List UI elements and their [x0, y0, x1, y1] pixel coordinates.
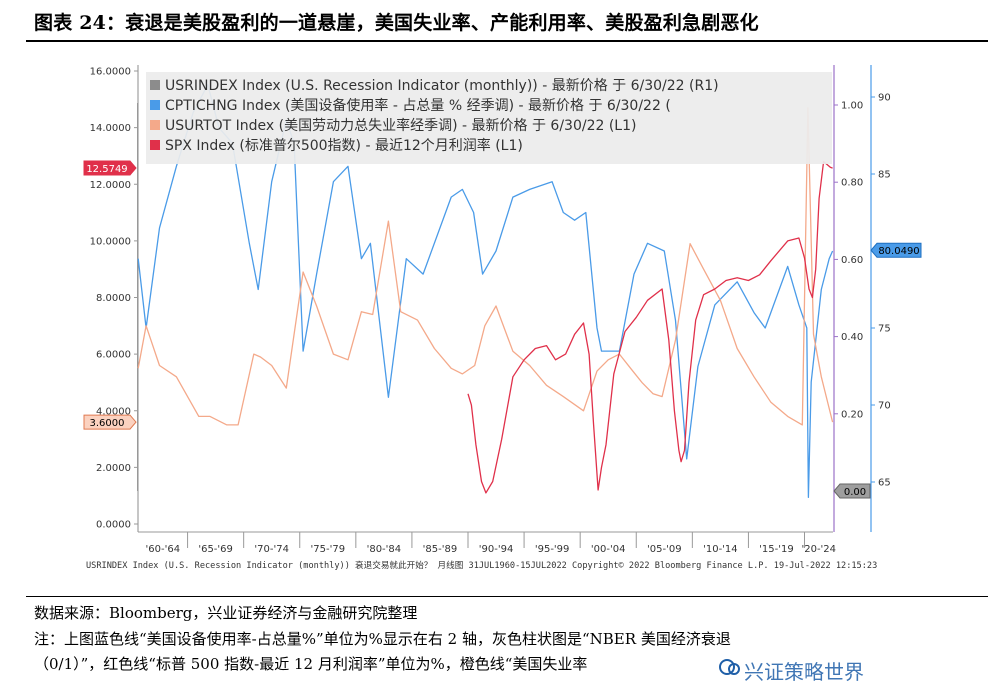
x-tick-label: '60-'64 — [146, 544, 181, 555]
bloomberg-footer: USRINDEX Index (U.S. Recession Indicator… — [86, 559, 877, 571]
profit-series-line — [467, 160, 833, 494]
left-tick-label: 2.0000 — [96, 463, 131, 474]
capacity-value-label: 80.0490 — [878, 246, 919, 257]
left-tick-label: 16.0000 — [90, 67, 131, 78]
note-line-2: （0/1）”，红色线“标普 500 指数-最近 12 月利润率”单位为%，橙色线… — [34, 655, 588, 673]
capacity-series-line — [137, 84, 834, 499]
x-tick-label: '65-'69 — [198, 544, 233, 555]
legend: USRINDEX Index (U.S. Recession Indicator… — [146, 72, 832, 164]
figure-title: 图表 24：衰退是美股盈利的一道悬崖，美国失业率、产能利用率、美股盈利急剧恶化 — [34, 12, 759, 34]
x-tick-label: '85-'89 — [423, 544, 458, 555]
right1-tick-label: 0.40 — [841, 332, 863, 343]
right1-tick-label: 0.20 — [841, 409, 863, 420]
left-tick-label: 8.0000 — [96, 293, 131, 304]
unemployment-series-line — [137, 107, 834, 426]
right2-tick-label: 70 — [878, 401, 891, 412]
note-line-1: 注：上图蓝色线“美国设备使用率-占总量%”单位为%显示在右 2 轴，灰色柱状图是… — [34, 630, 731, 648]
left-tick-label: 6.0000 — [96, 350, 131, 361]
x-tick-label: '70-'74 — [254, 544, 289, 555]
unemployment-legend-label: USURTOT Index (美国劳动力总失业率经季调) - 最新价格 于 6/… — [165, 117, 636, 134]
x-tick-label: '05-'09 — [647, 544, 682, 555]
capacity-badge — [870, 242, 922, 258]
right1-tick-label: 0.80 — [841, 178, 863, 189]
x-tick-label: '90-'94 — [479, 544, 514, 555]
right1-tick-label: 1.00 — [841, 101, 863, 112]
x-tick-label: '95-'99 — [535, 544, 570, 555]
legend-box — [146, 72, 832, 164]
right2-tick-label: 90 — [878, 93, 891, 104]
unemployment-badge — [83, 414, 137, 430]
recession-legend-label: USRINDEX Index (U.S. Recession Indicator… — [165, 78, 719, 94]
x-tick-label: '15-'19 — [759, 544, 794, 555]
left-tick-label: 4.0000 — [96, 406, 131, 417]
watermark: 兴证策略世界 — [744, 660, 864, 684]
recession-value-label: 0.00 — [844, 487, 866, 498]
watermark-icon — [719, 659, 740, 675]
bottom-rule — [26, 596, 988, 597]
right2-tick-label: 85 — [878, 170, 891, 181]
profit-badge — [83, 160, 137, 176]
right2-tick-label: 65 — [878, 478, 891, 489]
unemployment-value-label: 3.6000 — [90, 418, 125, 429]
last-value-labels: 12.5749 3.6000 0.00 80.0490 — [83, 160, 922, 499]
series-lines-layer — [137, 84, 834, 499]
left-tick-label: 14.0000 — [90, 123, 131, 134]
left-tick-label: 12.0000 — [90, 180, 131, 191]
x-tick-label: '75-'79 — [311, 544, 346, 555]
unemployment-legend-swatch — [150, 120, 160, 130]
left-tick-label: 10.0000 — [90, 236, 131, 247]
right2-tick-label: 75 — [878, 324, 891, 335]
left-tick-label: 0.0000 — [96, 520, 131, 531]
x-tick-label: '10-'14 — [703, 544, 738, 555]
x-tick-label: '00-'04 — [591, 544, 626, 555]
recession-badge — [833, 483, 871, 499]
x-tick-label: '80-'84 — [367, 544, 402, 555]
profit-legend-label: SPX Index (标准普尔500指数) - 最近12个月利润率 (L1) — [165, 137, 523, 154]
recession-legend-swatch — [150, 80, 160, 90]
title-rule — [26, 40, 988, 42]
capacity-legend-swatch — [150, 100, 160, 110]
data-source: 数据来源：Bloomberg，兴业证券经济与金融研究院整理 — [34, 604, 418, 622]
profit-value-label: 12.5749 — [86, 164, 127, 175]
capacity-legend-label: CPTICHNG Index (美国设备使用率 - 占总量 % 经季调) - 最… — [165, 97, 671, 114]
chart: 0.00002.00004.00006.00008.000010.000012.… — [83, 65, 922, 571]
right1-tick-label: 0.60 — [841, 255, 863, 266]
profit-legend-swatch — [150, 140, 160, 150]
x-tick-label: '20-'24 — [801, 544, 836, 555]
